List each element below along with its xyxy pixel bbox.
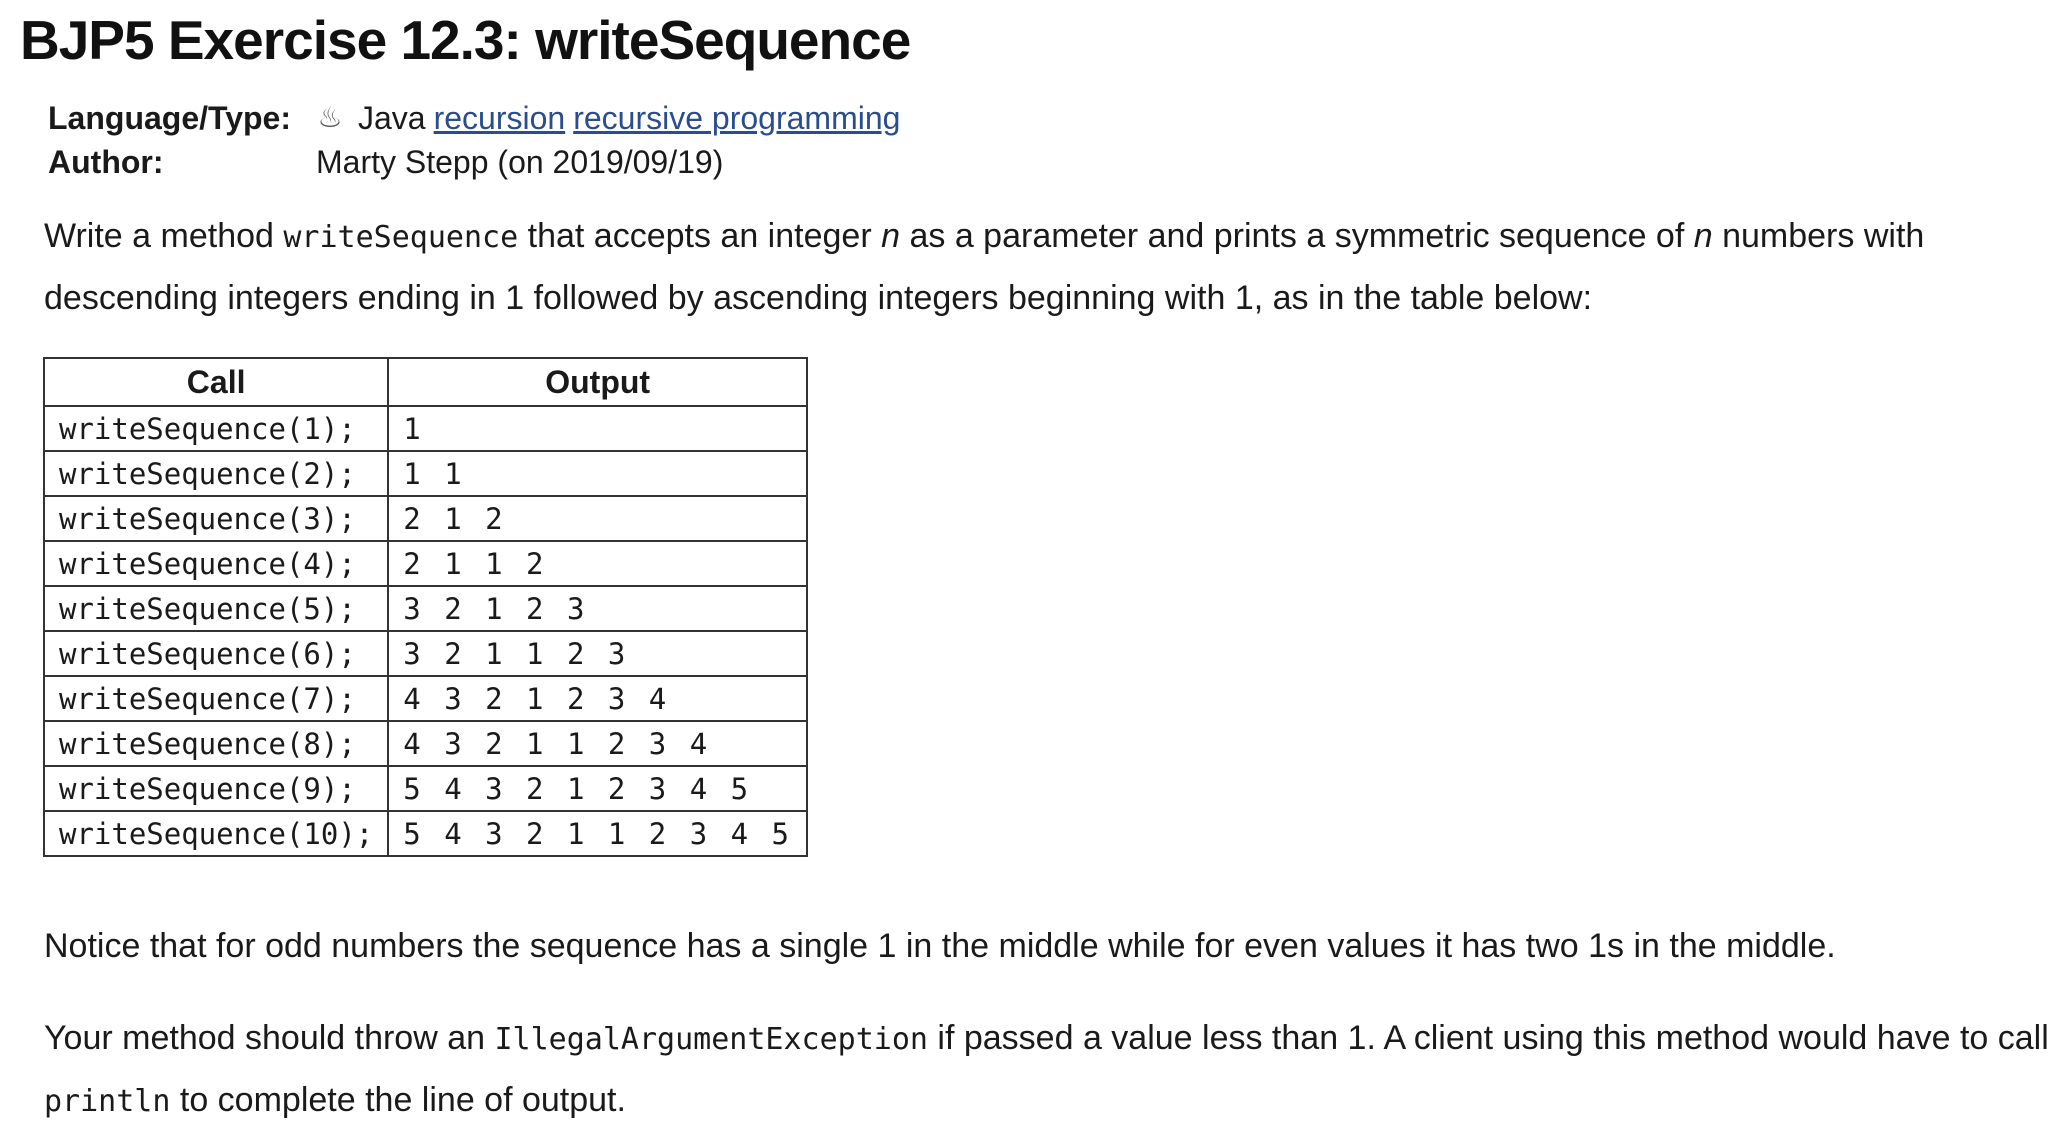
param-n: n (881, 217, 901, 255)
output-cell: 1 1 (387, 450, 809, 497)
column-header-call: Call (42, 357, 390, 407)
page-title: BJP5 Exercise 12.3: writeSequence (20, 9, 911, 71)
output-cell: 3 2 1 2 3 (387, 585, 809, 632)
method-name-code: writeSequence (283, 220, 519, 255)
description-text: as a parameter and prints a symmetric se… (900, 217, 1694, 255)
author-row: Author: Marty Stepp (on 2019/09/19) (48, 140, 900, 184)
call-cell: writeSequence(9); (42, 765, 390, 812)
output-cell: 3 2 1 1 2 3 (387, 630, 809, 677)
exception-paragraph: Your method should throw an IllegalArgum… (44, 1008, 2049, 1132)
description-text: Write a method (44, 217, 284, 255)
param-n: n (1693, 217, 1713, 255)
table-row: writeSequence(3); 2 1 2 (42, 495, 809, 542)
call-cell: writeSequence(4); (42, 540, 390, 587)
call-cell: writeSequence(2); (42, 450, 390, 497)
language-name: Java (358, 100, 426, 136)
author-label: Author: (48, 144, 164, 180)
call-cell: writeSequence(7); (42, 675, 390, 722)
column-header-output: Output (387, 357, 809, 407)
call-cell: writeSequence(10); (42, 810, 390, 857)
language-row: Language/Type: ♨ Java recursion recursiv… (48, 96, 900, 140)
notice-paragraph: Notice that for odd numbers the sequence… (44, 927, 1836, 965)
table-header-row: Call Output (42, 357, 809, 407)
output-cell: 5 4 3 2 1 2 3 4 5 (387, 765, 809, 812)
problem-description: Write a method writeSequence that accept… (44, 206, 1924, 329)
call-cell: writeSequence(1); (42, 405, 390, 452)
call-cell: writeSequence(8); (42, 720, 390, 767)
language-value: ♨ Java recursion recursive programming (316, 96, 900, 140)
output-cell: 2 1 2 (387, 495, 809, 542)
tag-link-recursive-programming[interactable]: recursive programming (573, 100, 901, 136)
output-cell: 1 (387, 405, 809, 452)
output-cell: 4 3 2 1 1 2 3 4 (387, 720, 809, 767)
description-line-2: descending integers ending in 1 followed… (44, 279, 1593, 317)
problem-meta: Language/Type: ♨ Java recursion recursiv… (48, 96, 900, 184)
table-row: writeSequence(5); 3 2 1 2 3 (42, 585, 809, 632)
description-line-1: Write a method writeSequence that accept… (44, 206, 1924, 268)
println-code: println (44, 1084, 171, 1119)
table-row: writeSequence(8); 4 3 2 1 1 2 3 4 (42, 720, 809, 767)
output-cell: 5 4 3 2 1 1 2 3 4 5 (387, 810, 809, 857)
call-cell: writeSequence(5); (42, 585, 390, 632)
exception-class-code: IllegalArgumentException (494, 1022, 928, 1057)
author-value: Marty Stepp (on 2019/09/19) (316, 144, 724, 180)
table-row: writeSequence(2); 1 1 (42, 450, 809, 497)
exception-text: if passed a value less than 1. A client … (927, 1019, 2049, 1057)
exception-line-2: println to complete the line of output. (44, 1070, 2049, 1132)
exception-line-1: Your method should throw an IllegalArgum… (44, 1008, 2049, 1070)
java-cup-icon: ♨ (317, 102, 343, 133)
table-row: writeSequence(4); 2 1 1 2 (42, 540, 809, 587)
exception-text: to complete the line of output. (170, 1081, 626, 1119)
tag-link-recursion[interactable]: recursion (433, 100, 566, 136)
call-cell: writeSequence(6); (42, 630, 390, 677)
table-row: writeSequence(10); 5 4 3 2 1 1 2 3 4 5 (42, 810, 809, 857)
description-text: that accepts an integer (518, 217, 882, 255)
output-cell: 2 1 1 2 (387, 540, 809, 587)
table-row: writeSequence(1); 1 (42, 405, 809, 452)
table-row: writeSequence(7); 4 3 2 1 2 3 4 (42, 675, 809, 722)
output-cell: 4 3 2 1 2 3 4 (387, 675, 809, 722)
call-cell: writeSequence(3); (42, 495, 390, 542)
table-row: writeSequence(6); 3 2 1 1 2 3 (42, 630, 809, 677)
exception-text: Your method should throw an (44, 1019, 495, 1057)
language-label: Language/Type: (48, 100, 291, 136)
examples-table: Call Output writeSequence(1); 1 writeSequ… (42, 357, 809, 857)
description-text: numbers with (1712, 217, 1925, 255)
table-row: writeSequence(9); 5 4 3 2 1 2 3 4 5 (42, 765, 809, 812)
